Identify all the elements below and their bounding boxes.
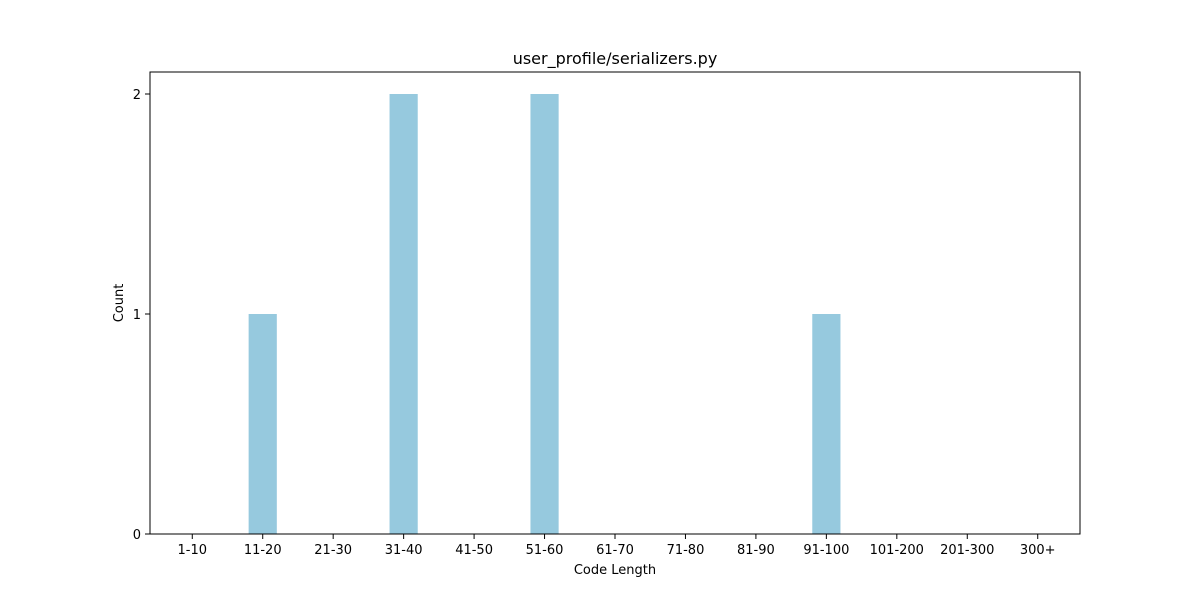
bars-layer	[248, 94, 841, 534]
y-tick-label: 0	[133, 528, 141, 543]
x-tick-label: 1-10	[178, 543, 208, 558]
bar-91-100	[812, 314, 841, 534]
y-tick-label: 2	[133, 88, 141, 103]
x-tick-label: 201-300	[940, 543, 994, 558]
bar-51-60	[530, 94, 559, 534]
bar-31-40	[389, 94, 418, 534]
x-ticks-layer: 1-10 11-20 21-30 31-40 41-50 51-60 61-70 71-80 8…	[178, 534, 1056, 558]
y-axis-label: Count	[112, 284, 127, 323]
chart-title: user_profile/serializers.py	[513, 49, 718, 69]
bar-11-20	[248, 314, 277, 534]
y-ticks-layer: 0 1 2	[133, 88, 150, 543]
x-tick-label: 51-60	[526, 543, 564, 558]
y-tick-label: 1	[133, 308, 141, 323]
x-tick-label: 61-70	[596, 543, 634, 558]
x-tick-label: 91-100	[803, 543, 849, 558]
x-tick-label: 41-50	[455, 543, 493, 558]
x-tick-label: 31-40	[385, 543, 423, 558]
axes-frame	[149, 71, 1081, 535]
x-tick-label: 21-30	[314, 543, 352, 558]
x-tick-label: 101-200	[870, 543, 924, 558]
x-tick-label: 11-20	[244, 543, 282, 558]
x-tick-label: 81-90	[737, 543, 775, 558]
x-tick-label: 300+	[1020, 543, 1056, 558]
x-axis-label: Code Length	[574, 563, 656, 578]
x-tick-label: 71-80	[667, 543, 705, 558]
